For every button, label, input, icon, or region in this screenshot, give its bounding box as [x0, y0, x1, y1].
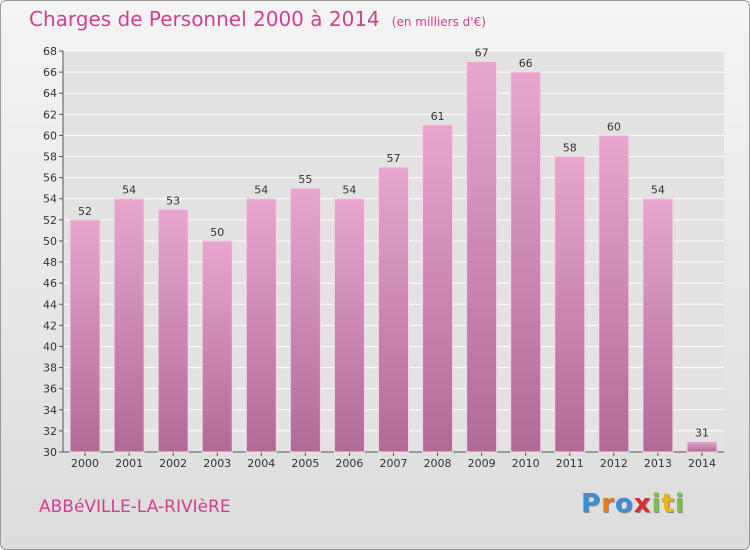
value-label-2002: 53: [166, 194, 180, 207]
logo-letter: o: [614, 489, 634, 519]
bar-2004: [245, 198, 277, 453]
y-tick-label: 44: [43, 298, 57, 311]
value-label-2013: 54: [651, 184, 665, 197]
logo-letter: P: [581, 489, 602, 519]
bar-2007: [378, 166, 409, 453]
x-tick-label-2003: 2003: [203, 457, 231, 470]
bar-2012: [598, 134, 630, 453]
bar-2014: [686, 440, 718, 453]
bar-2000: [69, 219, 101, 453]
logo-letter: i: [651, 489, 662, 519]
y-tick-label: 40: [43, 340, 57, 353]
y-tick-label: 52: [43, 214, 57, 227]
x-tick-label-2009: 2009: [468, 457, 496, 470]
labels: 52 2000 54 2001 53 2002 50 2003 54 2004 55 2005 54 20…: [71, 47, 716, 470]
value-label-2001: 54: [122, 184, 136, 197]
y-tick-label: 48: [43, 256, 57, 269]
value-label-2012: 60: [607, 120, 621, 133]
logo-letter: x: [633, 489, 652, 519]
value-label-2010: 66: [519, 57, 533, 70]
bar-2001: [113, 198, 145, 453]
chart-title: Charges de Personnel 2000 à 2014 (en mill…: [29, 7, 486, 31]
city-name: ABBéVILLE-LA-RIVIèRE: [39, 497, 231, 517]
y-tick-label: 54: [43, 193, 57, 206]
bars: [69, 61, 718, 453]
value-label-2003: 50: [210, 226, 224, 239]
value-label-2006: 54: [342, 184, 356, 197]
y-tick-label: 64: [43, 87, 57, 100]
chart-subtitle: (en milliers d'€): [391, 15, 486, 29]
bar-2003: [201, 240, 233, 453]
y-tick-label: 66: [43, 66, 57, 79]
bar-2010: [510, 71, 542, 453]
x-tick-label-2005: 2005: [291, 457, 319, 470]
y-tick-label: 50: [43, 235, 57, 248]
y-tick-label: 46: [43, 277, 57, 290]
value-label-2007: 57: [387, 152, 401, 165]
bar-2013: [642, 198, 674, 453]
bar-2005: [289, 187, 321, 453]
value-label-2011: 58: [563, 142, 577, 155]
value-label-2004: 54: [254, 184, 268, 197]
x-tick-label-2014: 2014: [688, 457, 716, 470]
y-tick-label: 36: [43, 383, 57, 396]
bar-2002: [157, 208, 189, 453]
y-tick-label: 34: [43, 404, 57, 417]
y-tick-label: 60: [43, 129, 57, 142]
logo-letter: r: [601, 489, 615, 519]
x-tick-label-2007: 2007: [380, 457, 408, 470]
bar-2009: [466, 61, 498, 453]
value-label-2014: 31: [695, 426, 709, 439]
x-tick-label-2012: 2012: [600, 457, 628, 470]
x-tick-label-2010: 2010: [512, 457, 540, 470]
y-tick-label: 68: [43, 45, 57, 58]
bar-2008: [422, 124, 454, 453]
y-tick-label: 32: [43, 425, 57, 438]
x-tick-label-2004: 2004: [247, 457, 275, 470]
x-tick-label-2000: 2000: [71, 457, 99, 470]
value-label-2005: 55: [298, 173, 312, 186]
value-label-2008: 61: [431, 110, 445, 123]
bar-2006: [333, 198, 365, 453]
value-label-2000: 52: [78, 205, 92, 218]
x-tick-label-2011: 2011: [556, 457, 584, 470]
x-tick-label-2013: 2013: [644, 457, 672, 470]
value-label-2009: 67: [475, 47, 489, 60]
x-tick-label-2002: 2002: [159, 457, 187, 470]
y-tick-label: 62: [43, 108, 57, 121]
bar-2011: [554, 156, 586, 453]
y-tick-label: 56: [43, 172, 57, 185]
logo-letter: i: [674, 489, 685, 519]
x-tick-label-2008: 2008: [424, 457, 452, 470]
proxiti-logo: Proxiti: [581, 489, 685, 519]
y-tick-label: 38: [43, 362, 57, 375]
x-tick-label-2006: 2006: [335, 457, 363, 470]
y-tick-label: 58: [43, 151, 57, 164]
y-tick-label: 30: [43, 446, 57, 459]
y-tick-label: 42: [43, 319, 57, 332]
x-tick-label-2001: 2001: [115, 457, 143, 470]
logo-letter: t: [661, 489, 675, 519]
